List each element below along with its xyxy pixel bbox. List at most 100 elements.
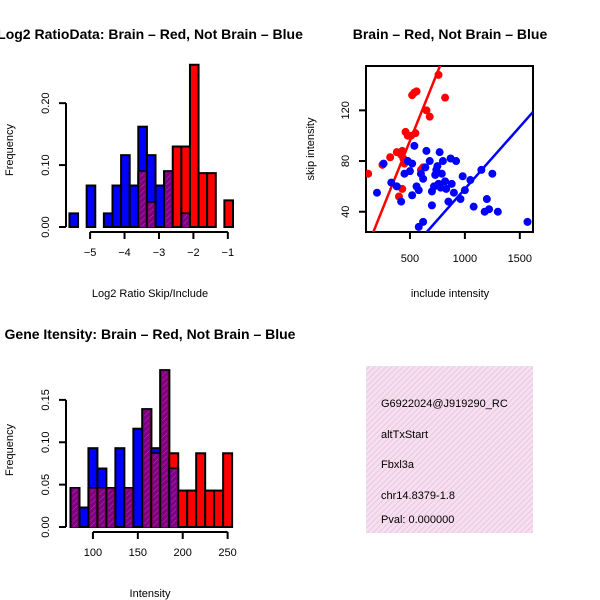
- scatter-point-blue: [422, 146, 431, 155]
- scatter-y-label: skip intensity: [305, 117, 317, 180]
- ratio-bar-overlap-13: [182, 213, 189, 228]
- scatter-point-blue: [372, 188, 381, 197]
- scatter-x-tick-label: 1500: [508, 253, 532, 265]
- event-id-text: G6922024@J919290_RC: [381, 398, 508, 410]
- scatter-point-blue: [442, 184, 451, 193]
- ratio-y-tick-label: 0.20: [40, 92, 52, 113]
- intensity-bar-overlap-8: [143, 409, 151, 528]
- scatter-point-blue: [482, 195, 491, 204]
- intensity-x-tick-label: 100: [84, 547, 102, 559]
- ratio-bar-red-12: [171, 145, 183, 228]
- scatter-x-tick-label: 500: [401, 253, 419, 265]
- ratio-bar-red-16: [206, 172, 217, 228]
- scatter-plot-box: [365, 65, 534, 233]
- intensity-histogram: Gene Itensity: Brain – Red, Not Brain – …: [4, 326, 296, 600]
- intensity-bar-red-14: [195, 452, 207, 529]
- ratio-bar-blue-4: [102, 212, 114, 228]
- intensity-bars: [69, 369, 234, 529]
- intensity-bar-red-16: [213, 489, 225, 529]
- scatter-point-blue: [408, 191, 417, 200]
- ratio-y-tick-label: 0.10: [40, 154, 52, 175]
- intensity-y-tick-label: 0.00: [40, 516, 52, 537]
- ratio-bar-red-18: [223, 199, 235, 228]
- event-type-text: altTxStart: [381, 429, 428, 441]
- intensity-bar-overlap-2: [89, 488, 97, 528]
- scatter-point-blue: [469, 202, 478, 211]
- intensity-axes: 100 150 200 250 0.00 0.05 0.10 0.15: [40, 389, 237, 559]
- scatter-point-blue: [397, 197, 406, 206]
- intensity-y-tick-label: 0.15: [40, 389, 52, 410]
- intensity-x-tick-label: 150: [129, 547, 147, 559]
- intensity-bar-overlap-4: [107, 488, 115, 528]
- ratio-bar-blue-5: [111, 184, 123, 228]
- intensity-y-tick-label: 0.10: [40, 432, 52, 453]
- ratio-bar-overlap-11: [165, 171, 172, 228]
- intensity-scatter: Brain – Red, Not Brain – Blue 500 1000 150…: [305, 26, 548, 300]
- scatter-point-blue: [488, 169, 497, 178]
- scatter-point-blue: [433, 162, 442, 171]
- scatter-point-red: [422, 106, 431, 115]
- intensity-bar-overlap-11: [170, 469, 178, 528]
- scatter-point-blue: [437, 169, 446, 178]
- ratio-bar-blue-2: [85, 184, 97, 228]
- scatter-fit-line-blue: [425, 111, 533, 232]
- scatter-x-tick-label: 1000: [453, 253, 477, 265]
- ratio-bar-red-15: [197, 172, 209, 228]
- gene-name-text: Fbxl3a: [381, 459, 415, 471]
- scatter-point-blue: [408, 159, 417, 168]
- intensity-bar-overlap-0: [71, 488, 79, 528]
- scatter-point-blue: [438, 157, 447, 166]
- scatter-point-blue: [414, 186, 423, 195]
- ratio-histogram: Log2 RatioData: Brain – Red, Not Brain –…: [0, 26, 303, 300]
- info-box: G6922024@J919290_RC altTxStart Fbxl3a ch…: [366, 366, 533, 533]
- scatter-point-blue: [452, 157, 461, 166]
- intensity-bar-red-12: [177, 489, 189, 529]
- ratio-bar-blue-0: [68, 212, 80, 228]
- ratio-y-label: Frequency: [4, 124, 16, 176]
- intensity-y-tick-label: 0.05: [40, 474, 52, 495]
- ratio-x-tick-label: −3: [153, 247, 166, 259]
- pval-text: Pval: 0.000000: [381, 514, 454, 526]
- scatter-point-blue: [493, 207, 502, 216]
- ratio-bars: [68, 63, 235, 229]
- ratio-x-label: Log2 Ratio Skip/Include: [92, 288, 208, 300]
- scatter-point-blue: [419, 217, 428, 226]
- ratio-x-tick-label: −1: [222, 247, 235, 259]
- scatter-point-blue: [421, 163, 430, 172]
- scatter-point-blue: [435, 148, 444, 157]
- intensity-chart-title: Gene Itensity: Brain – Red, Not Brain – …: [5, 326, 296, 342]
- intensity-bar-red-17: [222, 452, 234, 529]
- ratio-chart-title: Log2 RatioData: Brain – Red, Not Brain –…: [0, 26, 303, 42]
- intensity-bar-red-13: [186, 489, 198, 529]
- scatter-point-red: [412, 87, 421, 96]
- ratio-y-tick-label: 0.00: [40, 216, 52, 237]
- scatter-point-blue: [410, 141, 419, 150]
- ratio-axes: −5 −4 −3 −2 −1 0.00 0.10 0.20: [40, 92, 234, 259]
- intensity-bar-blue-5: [114, 447, 126, 528]
- intensity-bar-overlap-10: [161, 370, 169, 528]
- scatter-point-blue: [427, 201, 436, 210]
- ratio-x-tick-label: −2: [187, 247, 200, 259]
- intensity-bar-red-15: [204, 489, 216, 529]
- ratio-bar-red-14: [188, 63, 200, 228]
- scatter-point-blue: [458, 172, 467, 181]
- scatter-points: [366, 66, 533, 232]
- scatter-chart-title: Brain – Red, Not Brain – Blue: [353, 26, 548, 42]
- intensity-bar-overlap-3: [98, 488, 106, 528]
- scatter-point-red: [425, 112, 434, 121]
- scatter-axes: 500 1000 1500 40 80 120: [340, 101, 532, 265]
- scatter-point-blue: [405, 167, 414, 176]
- intensity-bar-overlap-6: [125, 488, 133, 528]
- intensity-x-label: Intensity: [130, 588, 171, 600]
- scatter-point-red: [366, 169, 373, 178]
- intensity-x-tick-label: 250: [218, 547, 236, 559]
- intensity-x-tick-label: 200: [174, 547, 192, 559]
- intensity-bar-overlap-9: [152, 453, 160, 528]
- scatter-point-red: [441, 93, 450, 102]
- intensity-bar-blue-1: [78, 506, 90, 529]
- info-box-background: [366, 366, 533, 533]
- scatter-y-tick-label: 120: [340, 101, 352, 119]
- ratio-bar-blue-7: [128, 184, 140, 228]
- scatter-point-blue: [419, 174, 428, 183]
